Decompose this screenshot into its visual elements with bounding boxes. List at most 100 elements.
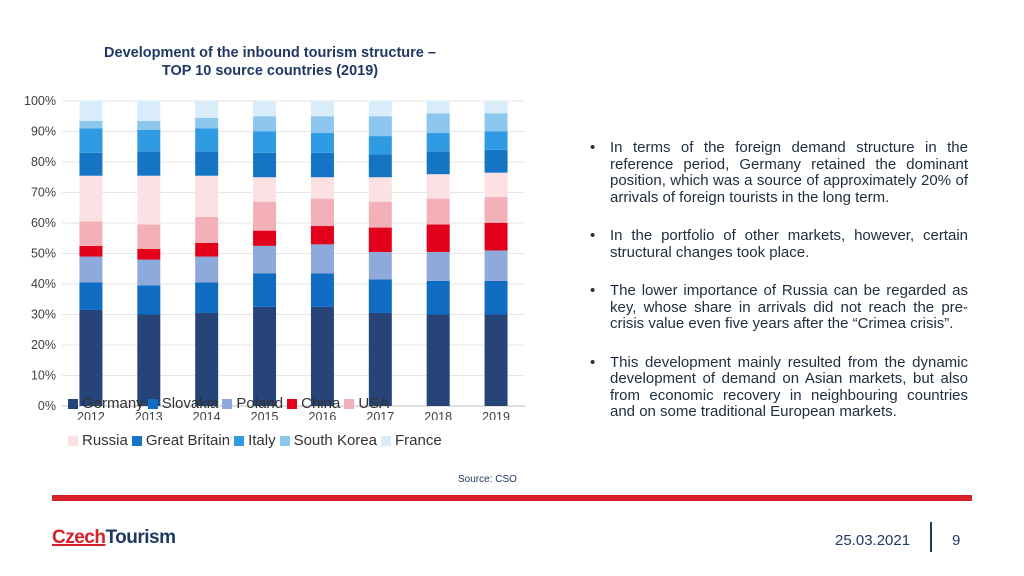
bar-segment — [310, 198, 334, 227]
bar-segment — [426, 198, 450, 225]
bar-segment — [484, 250, 508, 281]
bullet-marker: • — [590, 353, 596, 371]
y-tick-label: 60% — [31, 216, 56, 230]
footer-divider — [52, 495, 972, 501]
bar-segment — [195, 151, 219, 176]
bar-segment — [195, 242, 219, 257]
bullet-text: In terms of the foreign demand structure… — [610, 139, 968, 206]
x-tick-label: 2016 — [309, 410, 337, 420]
bar-segment — [310, 177, 334, 199]
bar-segment — [426, 174, 450, 199]
x-tick-label: 2012 — [77, 410, 105, 420]
bullet-text: The lower importance of Russia can be re… — [610, 282, 968, 332]
legend-label: Germany — [82, 395, 144, 412]
bar-segment — [253, 131, 277, 153]
bar-segment — [79, 221, 103, 246]
bar-segment — [368, 101, 392, 117]
bullet-item: • In terms of the foreign demand structur… — [590, 139, 968, 206]
bullet-item: • The lower importance of Russia can be r… — [590, 282, 968, 333]
bar-segment — [368, 251, 392, 280]
x-tick-label: 2018 — [424, 410, 452, 420]
legend-item: Italy — [234, 432, 276, 449]
bar-segment — [368, 154, 392, 178]
bar-segment — [368, 116, 392, 137]
legend-item: USA — [344, 395, 389, 412]
bar-segment — [137, 101, 161, 121]
y-tick-label: 50% — [31, 247, 56, 261]
page-number: 9 — [952, 532, 961, 549]
y-tick-label: 10% — [31, 369, 56, 383]
y-tick-label: 30% — [31, 308, 56, 322]
bar-segment — [79, 152, 103, 176]
legend-label: Slovakia — [161, 395, 219, 412]
logo-part-2: Tourism — [105, 527, 176, 548]
bar-segment — [310, 273, 334, 307]
x-tick-label: 2013 — [135, 410, 163, 420]
bullet-text: In the portfolio of other markets, howev… — [610, 227, 968, 261]
bullet-marker: • — [590, 227, 596, 244]
bar-segment — [484, 113, 508, 132]
legend-label: China — [301, 395, 341, 412]
legend-swatch — [222, 398, 233, 409]
legend-row-2: Russia Great Britain Italy South Korea Franc… — [68, 432, 446, 449]
legend-item: Slovakia — [147, 395, 219, 412]
legend-item: China — [287, 395, 340, 412]
x-tick-label: 2019 — [482, 410, 510, 420]
czechtourism-logo: CzechTourism — [52, 527, 176, 549]
y-tick-label: 70% — [31, 186, 56, 200]
bar-segment — [426, 151, 450, 175]
bar-segment — [195, 175, 219, 217]
bar-segment — [137, 248, 161, 260]
bar-segment — [195, 101, 219, 118]
bar-segment — [310, 101, 334, 117]
legend-item: South Korea — [279, 432, 377, 449]
bar-segment — [137, 314, 161, 406]
bar-segment — [79, 120, 103, 129]
y-tick-label: 80% — [31, 155, 56, 169]
bar-segment — [484, 131, 508, 150]
legend-swatch — [234, 435, 245, 446]
y-tick-label: 20% — [31, 338, 56, 352]
bar-segment — [484, 314, 508, 406]
bar-segment — [253, 177, 277, 202]
bullet-marker: • — [590, 139, 596, 156]
footer-date: 25.03.2021 — [835, 532, 911, 549]
bar-segment — [137, 175, 161, 225]
legend-swatch — [287, 398, 298, 409]
bar-segment — [484, 197, 508, 223]
bar-segment — [310, 306, 334, 406]
x-tick-label: 2017 — [366, 410, 394, 420]
bar-segment — [195, 117, 219, 129]
legend-item: Germany — [68, 395, 144, 412]
bar-segment — [484, 149, 508, 173]
logo-part-1: Czech — [52, 527, 106, 548]
bar-segment — [426, 113, 450, 134]
y-tick-label: 90% — [31, 125, 56, 139]
legend-label: France — [394, 432, 442, 449]
bar-segment — [310, 244, 334, 274]
bar-segment — [484, 280, 508, 315]
y-tick-label: 100% — [24, 94, 56, 108]
bar-segment — [79, 245, 103, 257]
legend-swatch — [380, 435, 391, 446]
bar-segment — [253, 116, 277, 132]
bar-segment — [484, 172, 508, 198]
bar-segment — [426, 280, 450, 315]
bar-segment — [368, 279, 392, 313]
bar-segment — [253, 273, 277, 307]
bullet-item: • This development mainly resulted from t… — [590, 353, 968, 421]
bar-segment — [137, 129, 161, 152]
legend-swatch — [131, 435, 142, 446]
legend-item: Poland — [222, 395, 283, 412]
legend-label: USA — [358, 395, 390, 412]
bullet-marker: • — [590, 282, 596, 299]
bar-segment — [195, 312, 219, 406]
bar-segment — [253, 306, 277, 406]
bar-segment — [426, 314, 450, 406]
stacked-bar-chart: 0% 10% 20% 30% 40% 50% 60% 70% 80% 90% 100% 2012 201… — [24, 94, 525, 420]
chart-title: Development of the inbound tourism struc… — [60, 44, 480, 80]
bar-segment — [195, 256, 219, 283]
legend-swatch — [147, 398, 158, 409]
bar-segment — [79, 175, 103, 222]
bar-segment — [137, 120, 161, 130]
